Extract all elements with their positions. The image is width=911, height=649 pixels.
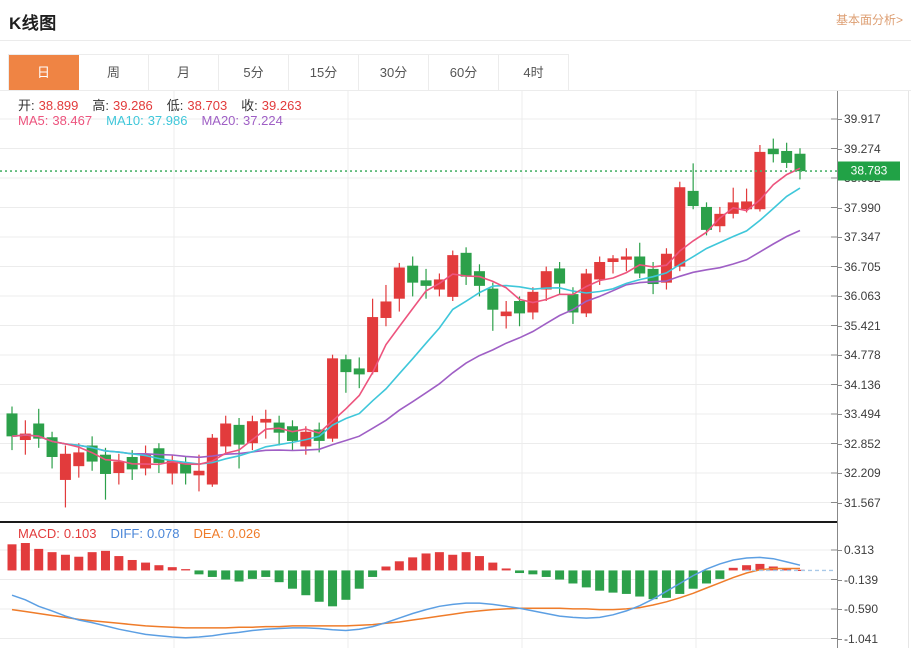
- axis-tick: 39.917: [838, 112, 881, 126]
- axis-tick: -0.139: [837, 572, 879, 587]
- header: K线图 基本面分析>: [0, 0, 911, 41]
- chart-container: 开: 38.899 高: 39.286 低: 38.703 收: 39.263 MA5: 38.…: [0, 90, 911, 648]
- legend-value: 39.286: [113, 98, 153, 113]
- fundamental-analysis-link[interactable]: 基本面分析>: [835, 13, 903, 27]
- legend-label: 低:: [166, 98, 184, 113]
- legend-value: 0.078: [146, 526, 180, 541]
- legend-label: DIFF:: [110, 526, 143, 541]
- legend-value: 37.224: [243, 113, 283, 128]
- axis-tick: 35.421: [838, 318, 881, 333]
- axis-tick: 37.347: [838, 230, 881, 244]
- axis-tick: 34.778: [838, 348, 881, 362]
- axis-tick: 39.274: [838, 141, 881, 156]
- axis-tick: 31.567: [838, 495, 881, 510]
- axis-tick: 32.209: [838, 466, 881, 480]
- legend-label: MA5:: [18, 113, 49, 128]
- tab-周[interactable]: 周: [79, 55, 149, 91]
- axis-tick: 36.063: [838, 289, 881, 303]
- candlestick-panel[interactable]: [0, 91, 838, 521]
- widget-right-border: [908, 91, 909, 648]
- current-price-badge: 38.783: [838, 161, 900, 181]
- macd-info-row: MACD: 0.103 DIFF: 0.078 DEA: 0.026: [18, 526, 274, 541]
- legend-value: 0.103: [63, 526, 97, 541]
- legend-value: 38.467: [52, 113, 93, 128]
- legend-label: 开:: [18, 98, 35, 113]
- timeframe-tabbar: 日周月 5分 15分 30分 60分 4时: [8, 54, 569, 91]
- legend-label: MA10:: [106, 113, 144, 128]
- price-axis-line: [837, 91, 838, 648]
- axis-tick: 32.852: [838, 436, 881, 451]
- axis-tick: 37.990: [838, 200, 881, 215]
- panel-divider: [0, 521, 838, 523]
- tab-月[interactable]: 月: [149, 55, 219, 91]
- axis-tick: -0.590: [837, 602, 879, 616]
- legend-value: 37.986: [147, 113, 188, 128]
- legend-value: 39.263: [261, 98, 302, 113]
- macd-panel[interactable]: [0, 523, 838, 648]
- legend-label: DEA:: [193, 526, 224, 541]
- page-title: K线图: [9, 14, 57, 33]
- tab-15分[interactable]: 15分: [289, 55, 359, 91]
- legend-label: 高:: [92, 98, 110, 113]
- tab-日[interactable]: 日: [9, 55, 79, 91]
- tab-4时[interactable]: 4时: [499, 55, 569, 91]
- legend-value: 0.026: [227, 526, 261, 541]
- macd-chart-svg: [0, 523, 837, 648]
- tab-60分[interactable]: 60分: [429, 55, 499, 91]
- legend-label: MACD:: [18, 526, 60, 541]
- axis-tick-labels: 39.91739.27438.63237.99037.34736.70536.0…: [837, 91, 908, 648]
- ma-info-row: MA5: 38.467 MA10: 37.986 MA20: 37.224: [18, 113, 297, 128]
- ohlc-info-row: 开: 38.899 高: 39.286 低: 38.703 收: 39.263: [18, 95, 316, 114]
- legend-value: 38.899: [38, 98, 79, 113]
- axis-tick: 33.494: [838, 407, 881, 421]
- tab-30分[interactable]: 30分: [359, 55, 429, 91]
- tab-5分[interactable]: 5分: [219, 55, 289, 91]
- axis-tick: 0.313: [837, 543, 875, 557]
- legend-label: 收:: [241, 98, 258, 113]
- legend-value: 38.703: [187, 98, 228, 113]
- legend-label: MA20:: [201, 113, 240, 128]
- axis-tick: -1.041: [837, 631, 879, 646]
- axis-tick: 34.136: [838, 377, 881, 392]
- main-chart-svg: [0, 91, 837, 521]
- axis-tick: 36.705: [838, 259, 881, 274]
